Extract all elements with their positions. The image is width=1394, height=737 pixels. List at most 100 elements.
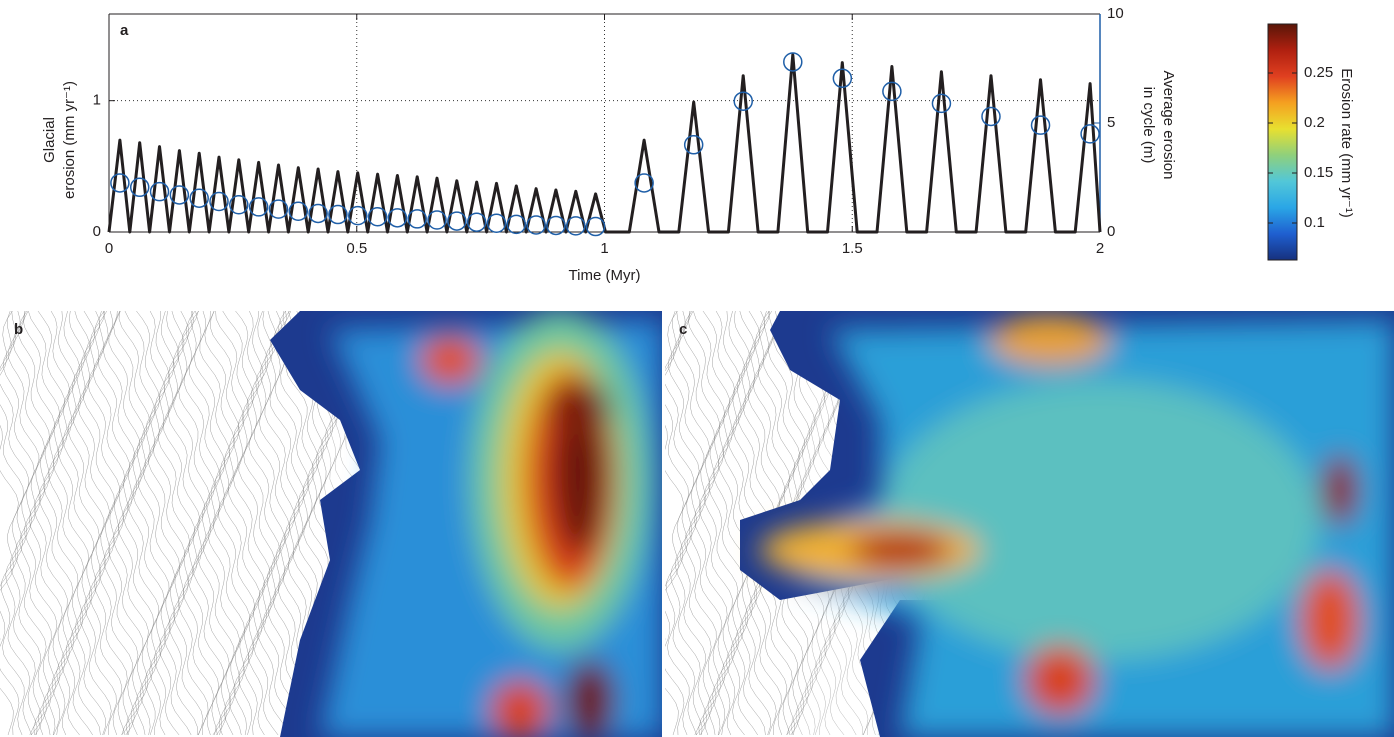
contour-line xyxy=(127,311,161,736)
x-tick-label: 1.5 xyxy=(842,240,863,257)
data-point xyxy=(248,197,269,217)
data-point xyxy=(566,216,586,236)
contour-line xyxy=(207,311,240,736)
contour-line xyxy=(33,311,65,736)
data-point xyxy=(783,52,803,72)
contour-line xyxy=(718,311,751,736)
contour-line xyxy=(73,311,105,736)
contour-line xyxy=(58,311,90,736)
contour-line xyxy=(665,311,689,736)
map-panel-c: c xyxy=(665,311,1394,737)
contour-line xyxy=(83,311,115,736)
contour-line xyxy=(98,311,130,736)
y-axis-label: Glacial xyxy=(41,117,58,163)
contour-line xyxy=(683,311,715,736)
data-point xyxy=(832,68,853,89)
colorbar-tick-label: 0.2 xyxy=(1304,114,1325,131)
data-point xyxy=(1080,124,1100,144)
contour-line xyxy=(217,311,250,736)
contour-line xyxy=(7,311,40,736)
contour-line xyxy=(708,311,741,736)
contour-line xyxy=(262,311,295,736)
colorbar-tick-label: 0.25 xyxy=(1304,64,1333,81)
contour-line xyxy=(277,311,310,735)
contour-line xyxy=(183,311,216,735)
panel-label: c xyxy=(679,321,687,338)
contour-line xyxy=(687,311,720,736)
contour-line xyxy=(132,311,165,736)
contour-line xyxy=(257,311,291,736)
contour-line xyxy=(703,311,736,736)
data-point xyxy=(466,212,487,232)
data-point xyxy=(169,185,190,205)
contour-line xyxy=(113,311,146,736)
contour-line xyxy=(233,311,266,736)
data-point xyxy=(149,181,170,202)
contour-line xyxy=(12,311,45,736)
contour-line xyxy=(138,311,170,736)
colorbar-tick-label: 0.1 xyxy=(1304,214,1325,231)
data-point xyxy=(209,191,229,212)
colorbar xyxy=(1267,23,1298,261)
contour-line xyxy=(667,311,700,736)
contour-line xyxy=(123,311,155,736)
contour-line xyxy=(665,311,684,736)
y2-axis-label: Average erosion xyxy=(1160,71,1177,180)
contour-line xyxy=(228,311,260,736)
contour-line xyxy=(253,311,285,736)
colorbar-label: Erosion rate (mm yr⁻¹) xyxy=(1338,68,1355,218)
data-point xyxy=(1030,115,1051,135)
data-point xyxy=(634,173,654,193)
data-point xyxy=(882,81,902,102)
data-point xyxy=(526,215,546,235)
data-point xyxy=(387,208,408,228)
contour-line xyxy=(152,311,185,736)
contour-line xyxy=(18,311,50,736)
contour-line xyxy=(77,311,110,736)
contour-line xyxy=(0,311,24,736)
data-point xyxy=(733,91,753,111)
data-point xyxy=(229,195,249,215)
contour-line xyxy=(67,311,100,736)
data-point xyxy=(189,188,209,208)
contour-line xyxy=(693,311,726,736)
contour-line xyxy=(698,311,730,736)
y-tick-label: 1 xyxy=(93,92,101,109)
contour-line xyxy=(0,311,19,736)
x-axis-label: Time (Myr) xyxy=(569,267,641,284)
data-point xyxy=(981,106,1001,127)
contour-line xyxy=(168,311,201,736)
contour-line xyxy=(38,311,71,736)
contour-line xyxy=(22,311,55,736)
y2-tick-label: 0 xyxy=(1107,223,1115,240)
panel-label: b xyxy=(14,321,23,338)
contour-line xyxy=(53,311,86,736)
contour-line xyxy=(43,311,76,736)
data-point xyxy=(447,211,467,231)
contour-line xyxy=(188,311,220,736)
data-point xyxy=(931,93,952,114)
data-point xyxy=(585,216,606,237)
data-point xyxy=(367,206,388,227)
contour-line xyxy=(163,311,195,736)
data-point xyxy=(328,204,348,225)
x-tick-label: 0.5 xyxy=(346,240,367,257)
x-tick-label: 0 xyxy=(105,240,113,257)
x-tick-label: 1 xyxy=(600,240,608,257)
data-point xyxy=(546,215,566,236)
data-point xyxy=(506,214,527,235)
contour-line xyxy=(62,311,96,736)
y2-tick-label: 5 xyxy=(1107,114,1115,131)
contour-line xyxy=(0,311,30,736)
y-axis-label: erosion (mm yr⁻¹) xyxy=(61,81,78,199)
contour-line xyxy=(87,311,120,736)
contour-line xyxy=(243,311,276,736)
data-point xyxy=(268,199,289,219)
contour-line xyxy=(272,311,305,736)
contour-line xyxy=(192,311,226,736)
data-point xyxy=(407,209,427,229)
contour-line xyxy=(677,311,710,736)
data-point xyxy=(288,201,309,222)
data-point xyxy=(427,210,447,230)
